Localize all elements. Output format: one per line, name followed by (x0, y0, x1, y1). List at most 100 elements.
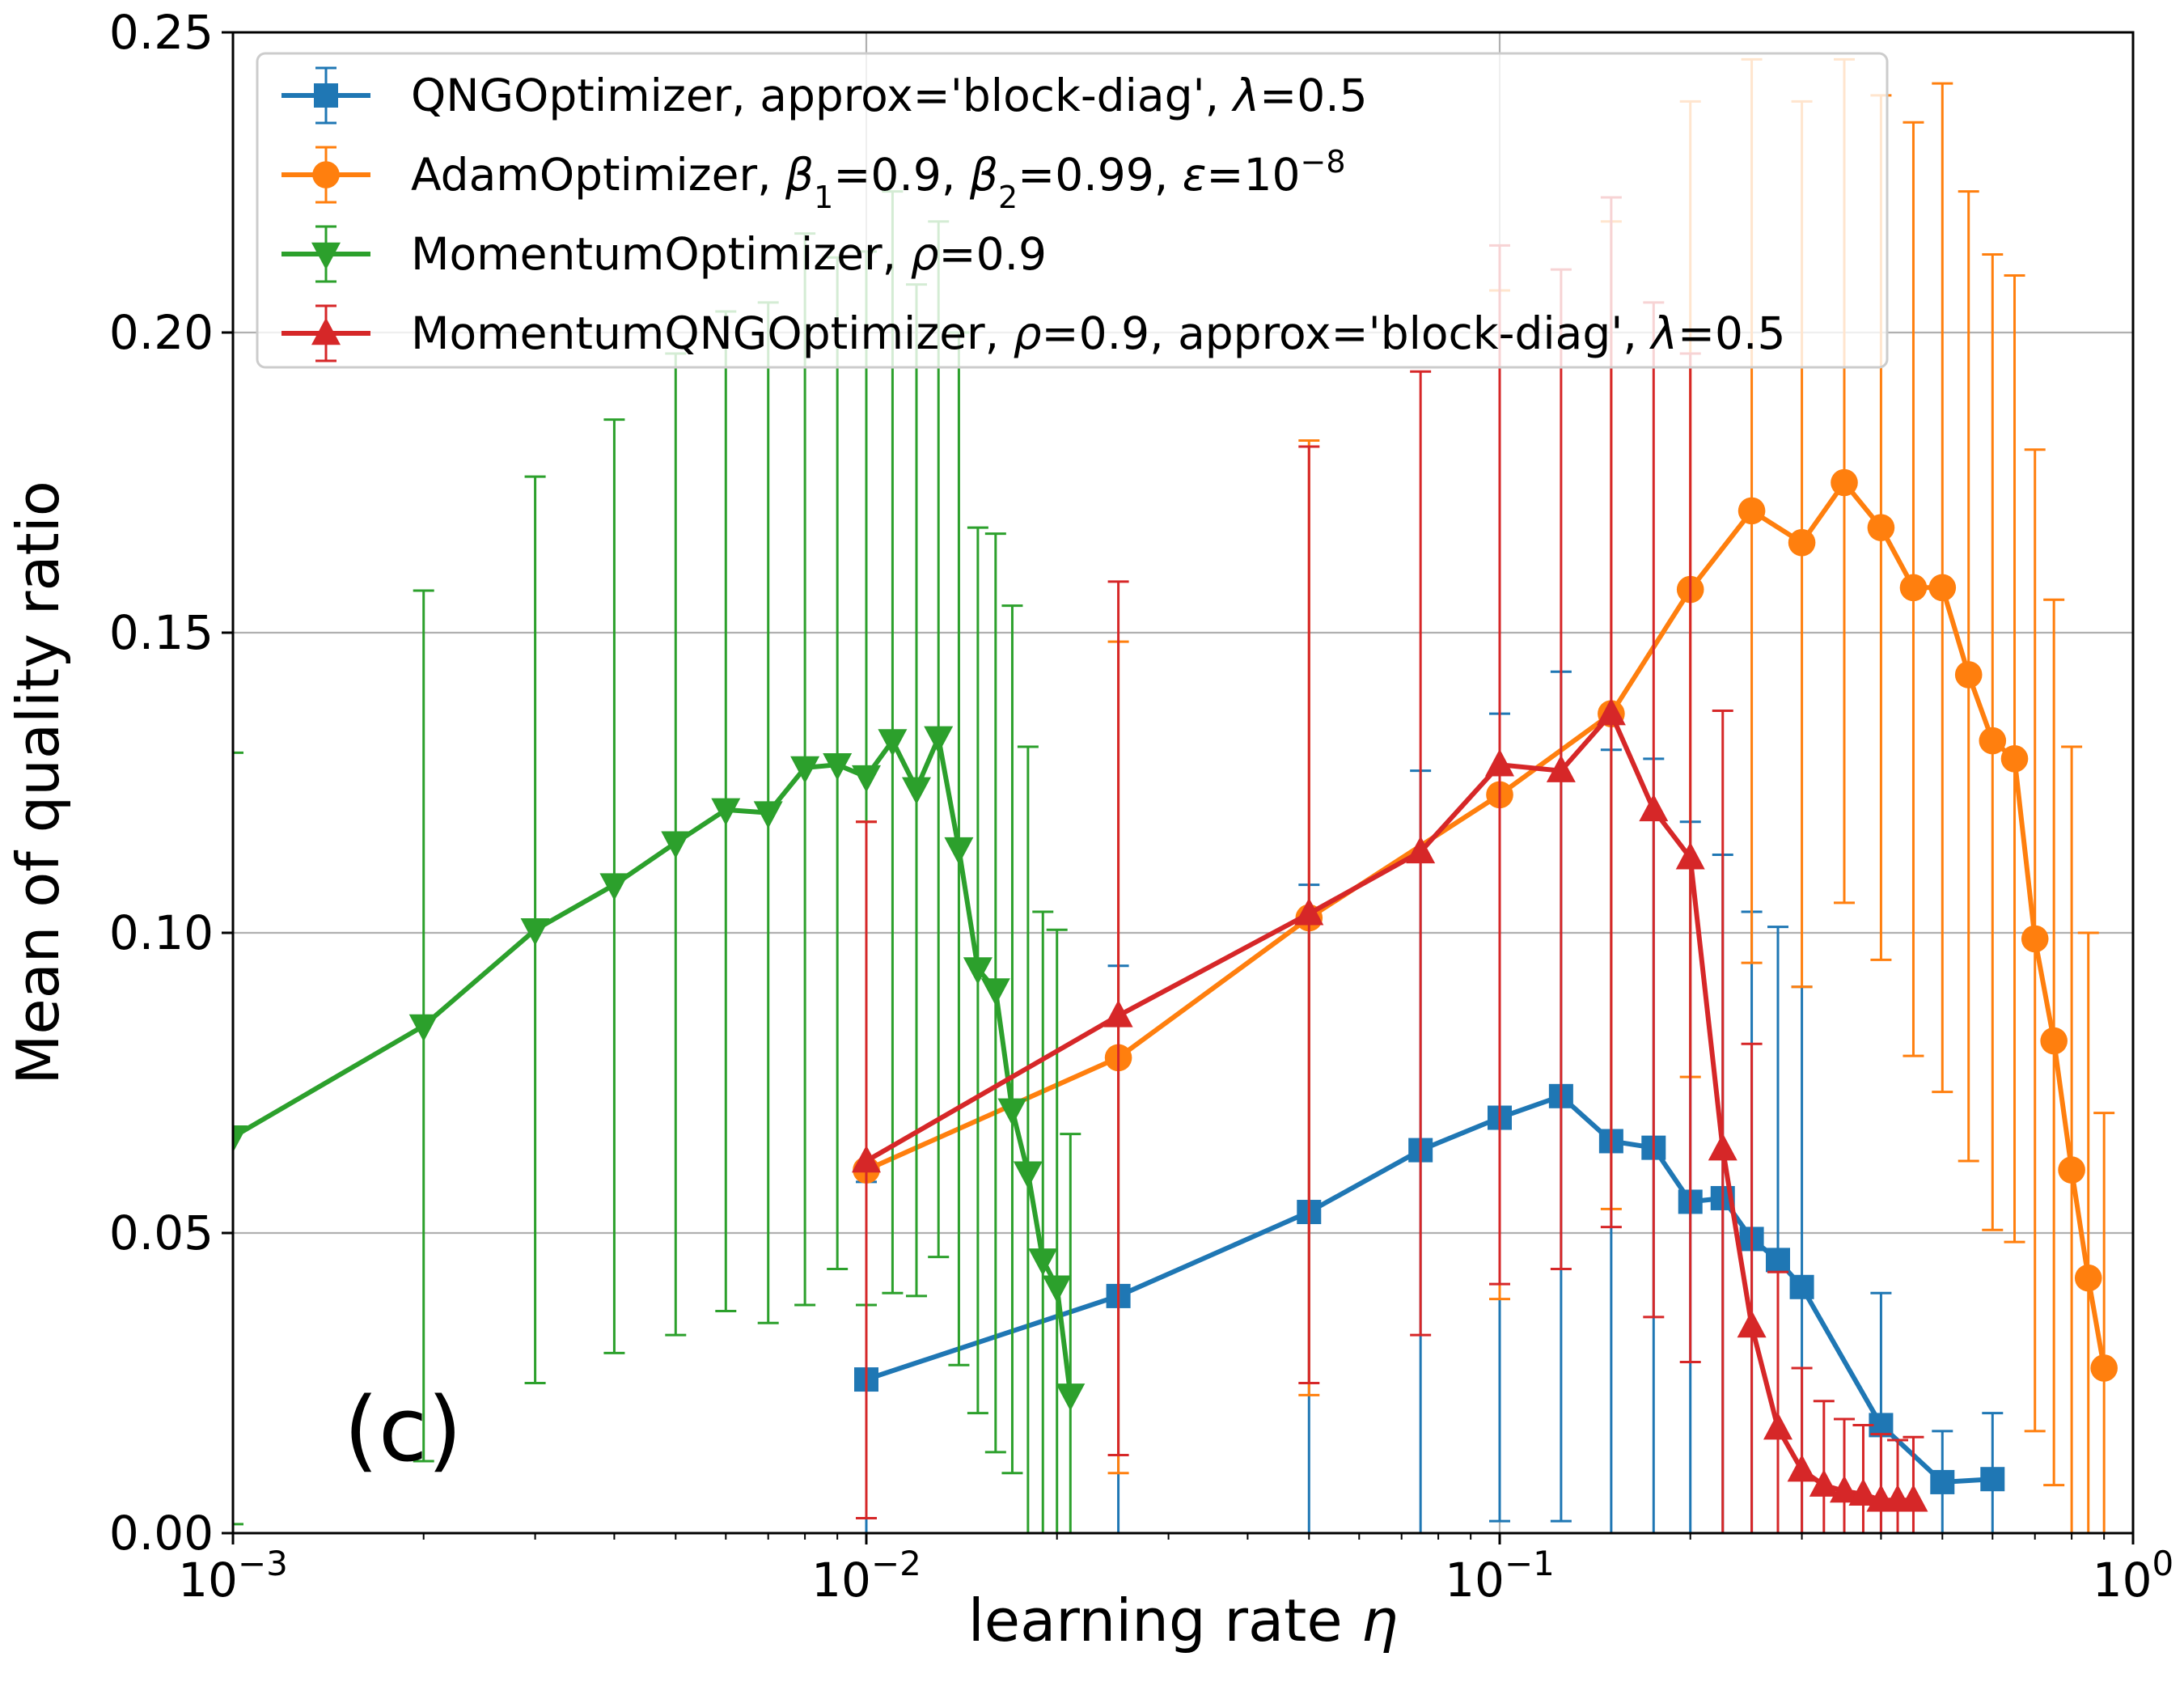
data-point (878, 729, 908, 757)
data-point (997, 1098, 1027, 1126)
data-point (1763, 1412, 1792, 1440)
data-point (1831, 468, 1858, 497)
y-axis-label: Mean of quality ratio (4, 481, 72, 1085)
data-point (1809, 1469, 1839, 1497)
y-tick-label: 0.25 (109, 5, 214, 60)
legend-item: MomentumQNGOptimizer, ρ=0.9, approx='blo… (281, 304, 1786, 362)
data-point (944, 837, 974, 865)
panel-label: (c) (344, 1378, 462, 1481)
data-point (1596, 697, 1626, 726)
ticks: 0.00 0.05 0.10 0.15 0.20 0.25 10−3 10−2 10−1 100 (109, 5, 2173, 1608)
data-point (2000, 745, 2029, 773)
data-point (1485, 748, 1514, 777)
error-bar (1046, 928, 1068, 1533)
error-bar (1813, 1400, 1835, 1533)
x-tick-label: 10−1 (1445, 1544, 1555, 1608)
legend-label: QNGOptimizer, approx='block-diag', λ=0.5 (411, 70, 1368, 121)
data-point (1928, 574, 1957, 602)
data-point (2090, 1354, 2118, 1382)
data-point (2074, 1264, 2102, 1292)
error-bar (2061, 745, 2083, 1533)
data-point (852, 1145, 881, 1173)
error-bar (1060, 1133, 1081, 1533)
data-point (1675, 841, 1705, 870)
error-bar (2093, 1112, 2115, 1533)
data-point (1737, 1310, 1767, 1338)
data-point (1103, 999, 1133, 1027)
data-point (1294, 897, 1324, 926)
error-bar (1712, 709, 1733, 1533)
data-point (1406, 836, 1436, 864)
data-point (1546, 755, 1576, 782)
data-point (1954, 661, 1983, 688)
data-point (2040, 1027, 2068, 1055)
legend-marker (311, 317, 341, 345)
data-point (408, 1014, 438, 1042)
data-point (1979, 727, 2007, 755)
data-point (1788, 528, 1816, 557)
data-point (1042, 1275, 1072, 1303)
legend-label: MomentumOptimizer, ρ=0.9 (411, 228, 1047, 280)
error-bar (1767, 1270, 1788, 1533)
error-bar (1001, 604, 1023, 1475)
error-bar (1032, 910, 1054, 1533)
y-tick-label: 0.15 (109, 605, 214, 660)
legend-label: MomentumQNGOptimizer, ρ=0.9, approx='blo… (411, 307, 1786, 359)
legend-marker (311, 242, 341, 270)
y-tick-label: 0.00 (109, 1506, 214, 1561)
data-point (1013, 1161, 1043, 1189)
error-bar (1741, 1042, 1763, 1533)
x-tick-label: 100 (2093, 1544, 2174, 1608)
data-point (1898, 1484, 1928, 1512)
series-2 (853, 57, 2118, 1533)
data-point (790, 756, 820, 784)
data-point (711, 798, 741, 826)
data-point (599, 873, 629, 901)
error-bar (1870, 1433, 1892, 1533)
legend-item: QNGOptimizer, approx='block-diag', λ=0.5 (281, 66, 1368, 125)
data-point (924, 726, 954, 754)
data-point (2021, 925, 2049, 953)
data-point (1737, 497, 1766, 525)
data-point (2058, 1156, 2085, 1184)
data-point (1787, 1454, 1817, 1482)
x-tick-label: 10−3 (178, 1544, 288, 1608)
data-point (852, 765, 881, 793)
data-point (1028, 1248, 1058, 1276)
data-point (1056, 1383, 1086, 1411)
data-point (1848, 1478, 1878, 1506)
series-line (866, 1093, 1993, 1485)
x-axis-label: learning rate η (968, 1587, 1398, 1655)
data-point (1708, 1133, 1737, 1161)
y-tick-label: 0.20 (109, 305, 214, 360)
data-point (1980, 1467, 2005, 1492)
data-point (901, 777, 931, 805)
data-point (753, 801, 783, 829)
series-3 (233, 190, 1086, 1533)
axes-frame (231, 31, 2135, 1535)
data-point (1765, 1248, 1790, 1273)
data-point (1789, 1274, 1814, 1299)
data-point (1639, 794, 1669, 822)
data-point (233, 1125, 248, 1153)
legend-marker (312, 161, 340, 189)
data-point (1899, 574, 1928, 602)
error-bar (2077, 931, 2099, 1533)
data-point (823, 752, 853, 781)
x-tick-label: 10−2 (811, 1544, 921, 1608)
data-point (520, 918, 550, 946)
data-point (980, 978, 1010, 1006)
data-point (963, 957, 993, 985)
data-point (1930, 1469, 1955, 1494)
legend: QNGOptimizer, approx='block-diag', λ=0.5… (256, 52, 1889, 369)
legend-frame (256, 52, 1889, 369)
error-bar (1017, 745, 1039, 1533)
error-bar (1791, 1366, 1813, 1533)
y-tick-label: 0.10 (109, 905, 214, 960)
legend-label: AdamOptimizer, β1=0.9, β2=0.99, ε=10−8 (411, 144, 1346, 215)
data-point (1830, 1475, 1860, 1503)
legend-item: MomentumOptimizer, ρ=0.9 (281, 225, 1047, 283)
data-point (661, 831, 691, 859)
data-point (1867, 514, 1895, 541)
